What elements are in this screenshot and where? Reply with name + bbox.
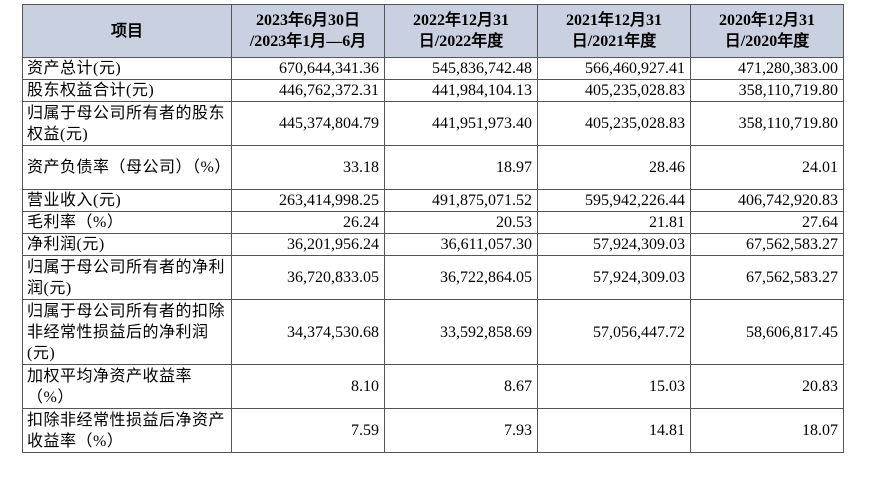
row-value: 18.07 [690,408,844,453]
row-label: 股东权益合计(元) [22,79,232,102]
row-value: 446,762,372.31 [231,79,385,102]
row-label: 归属于母公司所有者的扣除非经常性损益后的净利润(元) [22,299,232,365]
row-value: 8.10 [231,364,385,409]
row-value: 7.93 [384,408,538,453]
row-value: 36,611,057.30 [384,233,538,256]
row-value: 20.53 [384,211,538,234]
row-value: 566,460,927.41 [537,57,691,80]
row-value: 358,110,719.80 [690,79,844,102]
header-item: 项目 [22,4,232,58]
financial-table-container: 项目 2023年6月30日/2023年1月—6月 2022年12月31 日/202… [22,4,844,453]
row-value: 263,414,998.25 [231,189,385,212]
row-value: 34,374,530.68 [231,299,385,365]
table-row: 营业收入(元) 263,414,998.25 491,875,071.52 59… [22,189,844,212]
row-value: 36,722,864.05 [384,255,538,300]
row-value: 595,942,226.44 [537,189,691,212]
row-value: 445,374,804.79 [231,101,385,146]
header-period-2023h1: 2023年6月30日/2023年1月—6月 [231,4,385,58]
row-value: 545,836,742.48 [384,57,538,80]
row-value: 441,984,104.13 [384,79,538,102]
row-value: 67,562,583.27 [690,233,844,256]
table-row: 资产负债率（母公司）（%） 33.18 18.97 28.46 24.01 [22,145,844,190]
row-label: 归属于母公司所有者的股东权益(元) [22,101,232,146]
row-value: 471,280,383.00 [690,57,844,80]
row-label: 净利润(元) [22,233,232,256]
table-row: 归属于母公司所有者的净利润(元) 36,720,833.05 36,722,86… [22,255,844,300]
table-row: 净利润(元) 36,201,956.24 36,611,057.30 57,92… [22,233,844,256]
row-value: 21.81 [537,211,691,234]
table-row: 扣除非经常性损益后净资产收益率（%） 7.59 7.93 14.81 18.07 [22,408,844,453]
table-row: 股东权益合计(元) 446,762,372.31 441,984,104.13 … [22,79,844,102]
row-value: 405,235,028.83 [537,101,691,146]
row-value: 405,235,028.83 [537,79,691,102]
row-value: 26.24 [231,211,385,234]
row-value: 57,056,447.72 [537,299,691,365]
header-row: 项目 2023年6月30日/2023年1月—6月 2022年12月31 日/202… [22,4,844,58]
row-value: 58,606,817.45 [690,299,844,365]
row-value: 7.59 [231,408,385,453]
table-row: 加权平均净资产收益率（%） 8.10 8.67 15.03 20.83 [22,364,844,409]
row-value: 57,924,309.03 [537,233,691,256]
row-label: 归属于母公司所有者的净利润(元) [22,255,232,300]
row-value: 670,644,341.36 [231,57,385,80]
row-value: 24.01 [690,145,844,190]
row-value: 15.03 [537,364,691,409]
row-value: 57,924,309.03 [537,255,691,300]
row-value: 36,720,833.05 [231,255,385,300]
row-value: 20.83 [690,364,844,409]
row-value: 33.18 [231,145,385,190]
row-value: 36,201,956.24 [231,233,385,256]
header-period-2022: 2022年12月31 日/2022年度 [384,4,538,58]
row-value: 33,592,858.69 [384,299,538,365]
row-label: 毛利率（%） [22,211,232,234]
row-value: 18.97 [384,145,538,190]
row-label: 营业收入(元) [22,189,232,212]
row-value: 67,562,583.27 [690,255,844,300]
row-value: 491,875,071.52 [384,189,538,212]
row-value: 28.46 [537,145,691,190]
row-value: 8.67 [384,364,538,409]
header-period-2021: 2021年12月31 日/2021年度 [537,4,691,58]
table-row: 归属于母公司所有者的股东权益(元) 445,374,804.79 441,951… [22,101,844,146]
financial-summary-table: 项目 2023年6月30日/2023年1月—6月 2022年12月31 日/202… [22,4,844,453]
row-value: 358,110,719.80 [690,101,844,146]
row-value: 406,742,920.83 [690,189,844,212]
row-label: 扣除非经常性损益后净资产收益率（%） [22,408,232,453]
row-value: 441,951,973.40 [384,101,538,146]
table-row: 资产总计(元) 670,644,341.36 545,836,742.48 56… [22,57,844,80]
table-row: 归属于母公司所有者的扣除非经常性损益后的净利润(元) 34,374,530.68… [22,299,844,365]
table-row: 毛利率（%） 26.24 20.53 21.81 27.64 [22,211,844,234]
row-label: 资产负债率（母公司）（%） [22,145,232,190]
row-value: 14.81 [537,408,691,453]
header-period-2020: 2020年12月31 日/2020年度 [690,4,844,58]
row-value: 27.64 [690,211,844,234]
row-label: 加权平均净资产收益率（%） [22,364,232,409]
row-label: 资产总计(元) [22,57,232,80]
